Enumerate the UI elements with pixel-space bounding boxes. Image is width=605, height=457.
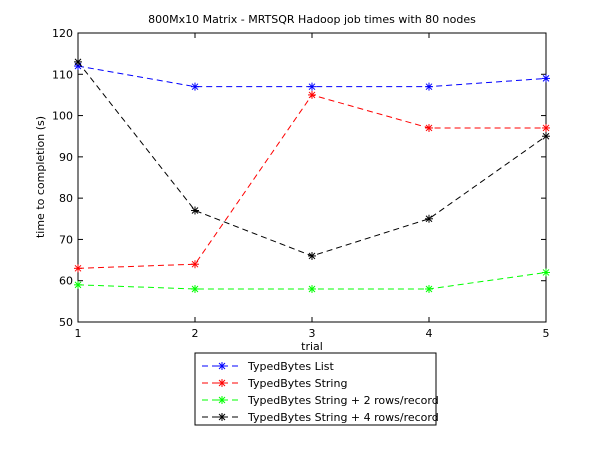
legend-label: TypedBytes String bbox=[247, 377, 347, 390]
plot-area bbox=[77, 32, 547, 323]
y-tick-label: 70 bbox=[59, 233, 73, 246]
data-point bbox=[74, 280, 82, 289]
data-point bbox=[308, 90, 316, 99]
series-3 bbox=[74, 268, 550, 293]
legend-entry: TypedBytes List bbox=[202, 360, 335, 373]
data-point bbox=[425, 214, 433, 223]
x-tick-label: 2 bbox=[192, 327, 199, 340]
x-tick-label: 1 bbox=[75, 327, 82, 340]
legend: TypedBytes List TypedBytes String TypedByt… bbox=[194, 352, 439, 426]
data-point bbox=[308, 284, 316, 293]
data-point bbox=[308, 82, 316, 91]
y-tick-label: 100 bbox=[52, 110, 73, 123]
series-4 bbox=[74, 57, 550, 260]
data-point bbox=[191, 284, 199, 293]
data-point bbox=[74, 264, 82, 273]
data-point bbox=[191, 206, 199, 215]
legend-marker bbox=[218, 396, 226, 404]
series-layer bbox=[74, 57, 550, 293]
data-point bbox=[191, 82, 199, 91]
y-axis-ticks: 50 60 70 80 90 100 110 120 bbox=[52, 27, 546, 329]
x-tick-label: 4 bbox=[426, 327, 433, 340]
x-axis-label: trial bbox=[301, 340, 323, 353]
data-point bbox=[308, 251, 316, 260]
x-axis-ticks: 1 2 3 4 5 bbox=[75, 33, 550, 340]
legend-marker bbox=[218, 362, 226, 370]
data-point bbox=[542, 123, 550, 132]
legend-marker bbox=[218, 379, 226, 387]
legend-marker bbox=[218, 413, 226, 421]
data-point bbox=[425, 82, 433, 91]
y-tick-label: 90 bbox=[59, 151, 73, 164]
series-1 bbox=[74, 62, 550, 91]
data-point bbox=[425, 284, 433, 293]
x-tick-label: 3 bbox=[309, 327, 316, 340]
y-tick-label: 50 bbox=[59, 316, 73, 329]
y-tick-label: 60 bbox=[59, 275, 73, 288]
y-axis-label: time to completion (s) bbox=[34, 116, 47, 238]
legend-entry: TypedBytes String bbox=[202, 377, 347, 390]
legend-label: TypedBytes List bbox=[247, 360, 335, 373]
y-tick-label: 120 bbox=[52, 27, 73, 40]
y-tick-label: 110 bbox=[52, 68, 73, 81]
y-tick-label: 80 bbox=[59, 192, 73, 205]
data-point bbox=[542, 132, 550, 141]
legend-entry: TypedBytes String + 4 rows/record bbox=[202, 411, 439, 424]
data-point bbox=[425, 123, 433, 132]
legend-box bbox=[194, 352, 437, 426]
series-2 bbox=[74, 90, 550, 273]
legend-label: TypedBytes String + 4 rows/record bbox=[247, 411, 439, 424]
data-point bbox=[191, 260, 199, 269]
legend-label: TypedBytes String + 2 rows/record bbox=[247, 394, 439, 407]
chart-title: 800Mx10 Matrix - MRTSQR Hadoop job times… bbox=[148, 13, 476, 26]
legend-entry: TypedBytes String + 2 rows/record bbox=[202, 394, 439, 407]
data-point bbox=[74, 57, 82, 66]
data-point bbox=[542, 268, 550, 277]
data-point bbox=[542, 74, 550, 83]
x-tick-label: 5 bbox=[543, 327, 550, 340]
